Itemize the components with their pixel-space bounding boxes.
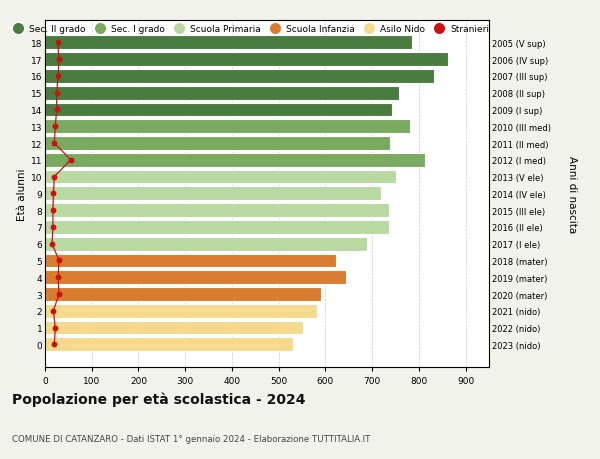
Point [52,106,61,114]
Point [48,207,58,214]
Bar [45,254,336,268]
Point [53,274,63,281]
Y-axis label: Età alunni: Età alunni [17,168,26,220]
Point [50,140,59,147]
Bar [45,237,367,251]
Point [52,90,61,97]
Text: Popolazione per età scolastica - 2024: Popolazione per età scolastica - 2024 [12,392,305,406]
Bar [45,170,397,184]
Point [50,123,60,131]
Point [54,56,64,64]
Point [47,241,57,248]
Point [66,157,76,164]
Bar [45,87,399,101]
Bar [45,271,346,285]
Point [54,291,64,298]
Legend: Sec. II grado, Sec. I grado, Scuola Primaria, Scuola Infanzia, Asilo Nido, Stran: Sec. II grado, Sec. I grado, Scuola Prim… [9,25,490,34]
Point [53,73,63,80]
Point [50,341,59,348]
Bar [45,53,448,67]
Point [53,39,62,47]
Text: COMUNE DI CATANZARO - Dati ISTAT 1° gennaio 2024 - Elaborazione TUTTITALIA.IT: COMUNE DI CATANZARO - Dati ISTAT 1° genn… [12,434,370,443]
Point [49,190,58,197]
Point [54,257,64,264]
Bar [45,321,303,335]
Bar [45,220,389,234]
Point [50,324,60,331]
Bar [45,36,412,50]
Bar [45,304,317,318]
Bar [45,120,410,134]
Bar [45,154,425,168]
Bar [45,338,293,352]
Bar [45,137,390,151]
Bar [45,70,434,84]
Y-axis label: Anni di nascita: Anni di nascita [568,156,577,232]
Bar [45,287,321,301]
Point [49,308,58,315]
Bar [45,103,392,117]
Point [48,224,58,231]
Bar [45,187,380,201]
Bar [45,204,389,218]
Point [50,174,59,181]
